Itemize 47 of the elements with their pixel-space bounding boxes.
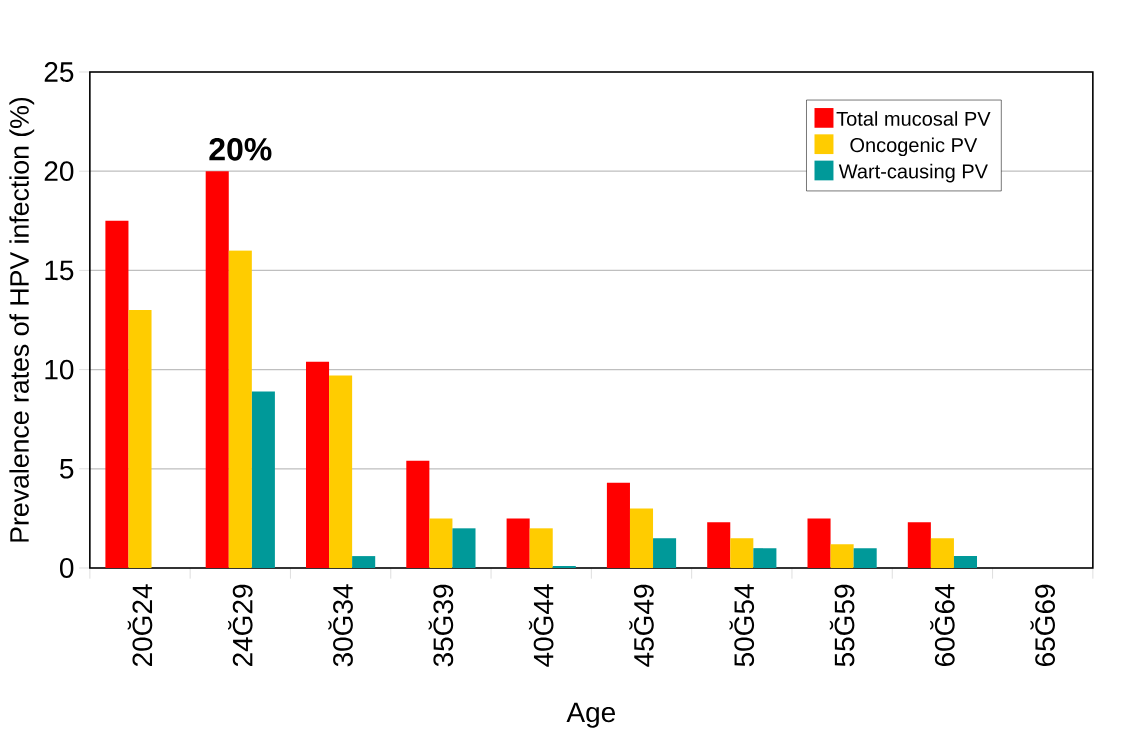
bar	[429, 518, 453, 568]
bar	[830, 544, 854, 568]
bar	[930, 538, 954, 568]
bar	[707, 522, 731, 568]
bar	[730, 538, 754, 568]
bar	[406, 460, 430, 568]
bar	[753, 548, 777, 568]
y-tick-label: 25	[44, 62, 74, 82]
bar	[452, 528, 476, 568]
y-tick-label: 5	[60, 459, 74, 479]
x-tick-label: 35Ğ39	[428, 584, 454, 667]
bar	[853, 548, 877, 568]
bar	[506, 518, 530, 568]
x-axis-title: Age	[566, 702, 616, 728]
x-tick-label: 55Ğ59	[829, 584, 855, 667]
bar	[352, 556, 376, 568]
bar	[807, 518, 831, 568]
annotation: 20%	[209, 137, 272, 161]
x-tick-label: 24Ğ29	[228, 584, 253, 667]
bar	[329, 375, 353, 568]
x-tick-label: 45Ğ49	[629, 584, 654, 667]
bar	[529, 528, 553, 568]
y-tick-label: 15	[45, 260, 74, 281]
x-tick-label: 60Ğ64	[930, 584, 955, 667]
bar	[251, 391, 275, 568]
x-tick-label: 30Ğ34	[328, 584, 353, 667]
y-tick-label: 10	[45, 359, 74, 380]
x-tick-label: 20Ğ24	[127, 584, 153, 667]
bar	[228, 250, 252, 568]
x-tick-label: 65Ğ69	[1030, 584, 1055, 667]
legend-label: Total mucosal PV	[836, 111, 991, 126]
bar	[205, 171, 229, 568]
x-tick-label: 50Ğ54	[729, 584, 755, 667]
bar	[907, 522, 931, 568]
bar	[105, 220, 129, 568]
bar	[128, 310, 152, 568]
legend-label: Wart-causing PV	[838, 163, 988, 183]
y-tick-label: 0	[59, 558, 74, 578]
y-axis-title: Prevalence rates of HPV infection (%)	[9, 97, 35, 542]
bar	[606, 482, 630, 568]
x-tick-label: 40Ğ44	[528, 584, 554, 667]
legend-label: Oncogenic PV	[850, 137, 978, 157]
bar	[306, 361, 330, 568]
bar	[653, 538, 677, 568]
bar	[629, 508, 654, 568]
bar	[953, 556, 978, 568]
y-tick-label: 20	[44, 161, 74, 182]
